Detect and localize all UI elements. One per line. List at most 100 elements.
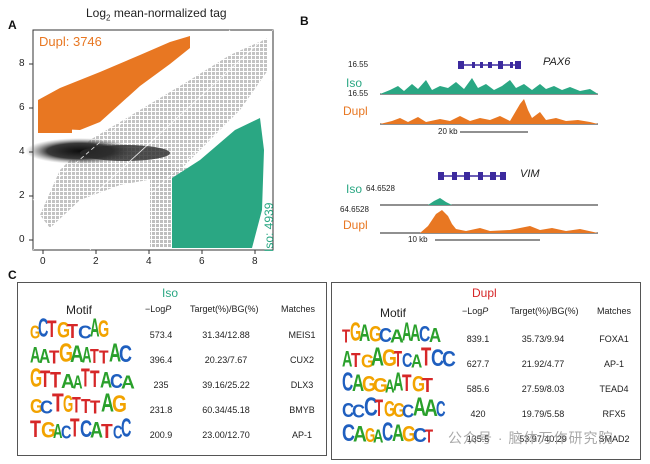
motif-base-a: A	[61, 370, 75, 393]
motif-logo: CAGGAATGT	[342, 368, 433, 398]
motif-base-c: C	[435, 397, 446, 422]
target-bg-cell: 31.34/12.88	[202, 330, 250, 340]
motif-base-t: T	[81, 364, 90, 394]
motif-base-t: T	[90, 345, 99, 368]
motif-base-g: G	[59, 339, 73, 369]
motif-base-c: C	[402, 401, 414, 422]
motif-base-a: A	[100, 389, 114, 419]
motif-base-t: T	[30, 416, 41, 443]
motif-base-a: A	[70, 341, 84, 368]
motif-base-g: G	[63, 391, 74, 418]
motif-base-t: T	[422, 374, 433, 397]
iso-header-logp-p: P	[165, 304, 172, 314]
logp-cell: 420	[470, 409, 486, 419]
watermark-text: 公众号 · 脑体万作研究院	[448, 430, 614, 446]
logp-cell: 235	[153, 380, 169, 390]
target-bg-cell: 27.59/8.03	[521, 384, 565, 394]
identity-line	[32, 29, 274, 251]
scatter-title-log: Log	[86, 6, 107, 20]
motif-base-g: G	[111, 391, 127, 418]
motif-base-c: C	[119, 341, 132, 368]
dupl-region-base	[38, 128, 72, 133]
match-cell: MEIS1	[288, 330, 316, 340]
iso-count-label: Iso: 4939	[262, 202, 276, 252]
vim-scalebar-label: 10 kb	[408, 235, 428, 244]
dense-core-tail	[80, 145, 170, 161]
genome-tracks	[380, 61, 598, 241]
motif-base-g: G	[98, 316, 109, 343]
vim-dupl-signal	[420, 210, 598, 233]
motif-base-a: A	[373, 426, 384, 447]
motif-base-c: C	[121, 414, 132, 444]
scatter-plot	[25, 29, 274, 254]
pax6-scalebar-label: 20 kb	[438, 127, 458, 136]
motif-base-t: T	[47, 316, 57, 343]
logp-cell: 839.1	[466, 334, 490, 344]
gray-cloud-vertical	[150, 160, 172, 248]
match-cell: FOXA1	[599, 334, 629, 344]
pax6-dupl-signal	[380, 99, 598, 124]
motif-base-a: A	[393, 368, 404, 398]
motif-base-a: A	[390, 326, 404, 347]
motif-base-c: C	[342, 399, 354, 422]
motif-base-a: A	[30, 343, 40, 368]
pax6-iso-signal	[380, 78, 598, 94]
iso-header-matches: Matches	[281, 304, 316, 314]
motif-base-t: T	[67, 320, 78, 343]
motif-base-c: C	[379, 324, 392, 347]
dupl-header-logp-text: −Log	[462, 306, 483, 316]
iso-header-logp-text: −Log	[145, 304, 166, 314]
motif-base-a: A	[412, 393, 426, 423]
motif-base-a: A	[121, 372, 135, 393]
dupl-header-motif: Motif	[380, 306, 407, 320]
motif-base-a: A	[402, 318, 412, 348]
iso-header-motif: Motif	[66, 303, 93, 317]
logp-cell: 396.4	[149, 355, 173, 365]
iso-header-target: Target(%)/BG(%)	[190, 304, 259, 314]
motif-base-t: T	[342, 326, 350, 347]
vim-gene-model	[438, 172, 506, 180]
x-tick-0: 0	[40, 256, 46, 267]
motif-base-t: T	[51, 389, 64, 419]
pax6-dupl-label: Dupl	[343, 104, 368, 118]
motif-base-a: A	[410, 320, 421, 347]
motif-base-a: A	[411, 351, 422, 372]
motif-base-t: T	[48, 347, 59, 368]
scatter-title: Log2 mean-normalized tag	[86, 6, 227, 22]
dupl-header-matches: Matches	[597, 306, 632, 316]
x-tick-marks	[42, 250, 256, 254]
dupl-region	[38, 36, 190, 130]
logp-cell: 627.7	[466, 359, 490, 369]
motif-base-t: T	[350, 349, 361, 372]
motif-base-t: T	[375, 395, 383, 422]
motif-base-a: A	[428, 324, 441, 347]
motif-base-a: A	[359, 320, 370, 347]
motif-base-c: C	[79, 416, 92, 443]
motif-base-t: T	[80, 395, 91, 418]
target-bg-cell: 35.73/9.94	[521, 334, 565, 344]
motif-base-g: G	[365, 424, 375, 447]
iso-motif-table	[17, 282, 327, 456]
match-cell: RFX5	[602, 409, 626, 419]
pax6-dupl-scale: 16.55	[348, 89, 369, 98]
panel-label-a: A	[8, 18, 17, 32]
motif-base-a: A	[90, 314, 100, 344]
motif-base-c: C	[352, 401, 365, 422]
motif-base-a: A	[38, 345, 50, 368]
target-bg-cell: 19.79/5.58	[521, 409, 565, 419]
pax6-iso-scale: 16.55	[348, 60, 369, 69]
target-bg-cell: 60.34/45.18	[202, 405, 250, 415]
motif-base-a: A	[53, 420, 63, 443]
motif-base-t: T	[99, 347, 109, 368]
target-bg-cell: 39.16/25.22	[202, 380, 250, 390]
motif-base-g: G	[360, 351, 374, 372]
x-tick-2: 2	[93, 256, 99, 267]
motif-base-g: G	[392, 399, 405, 422]
x-tick-8: 8	[252, 256, 258, 267]
motif-base-g: G	[41, 418, 56, 443]
logp-cell: 135.5	[466, 434, 490, 444]
motif-base-t: T	[90, 366, 100, 393]
y-tick-2: 2	[19, 190, 25, 201]
target-bg-cell: 20.23/7.67	[204, 355, 248, 365]
motif-base-a: A	[423, 395, 438, 422]
